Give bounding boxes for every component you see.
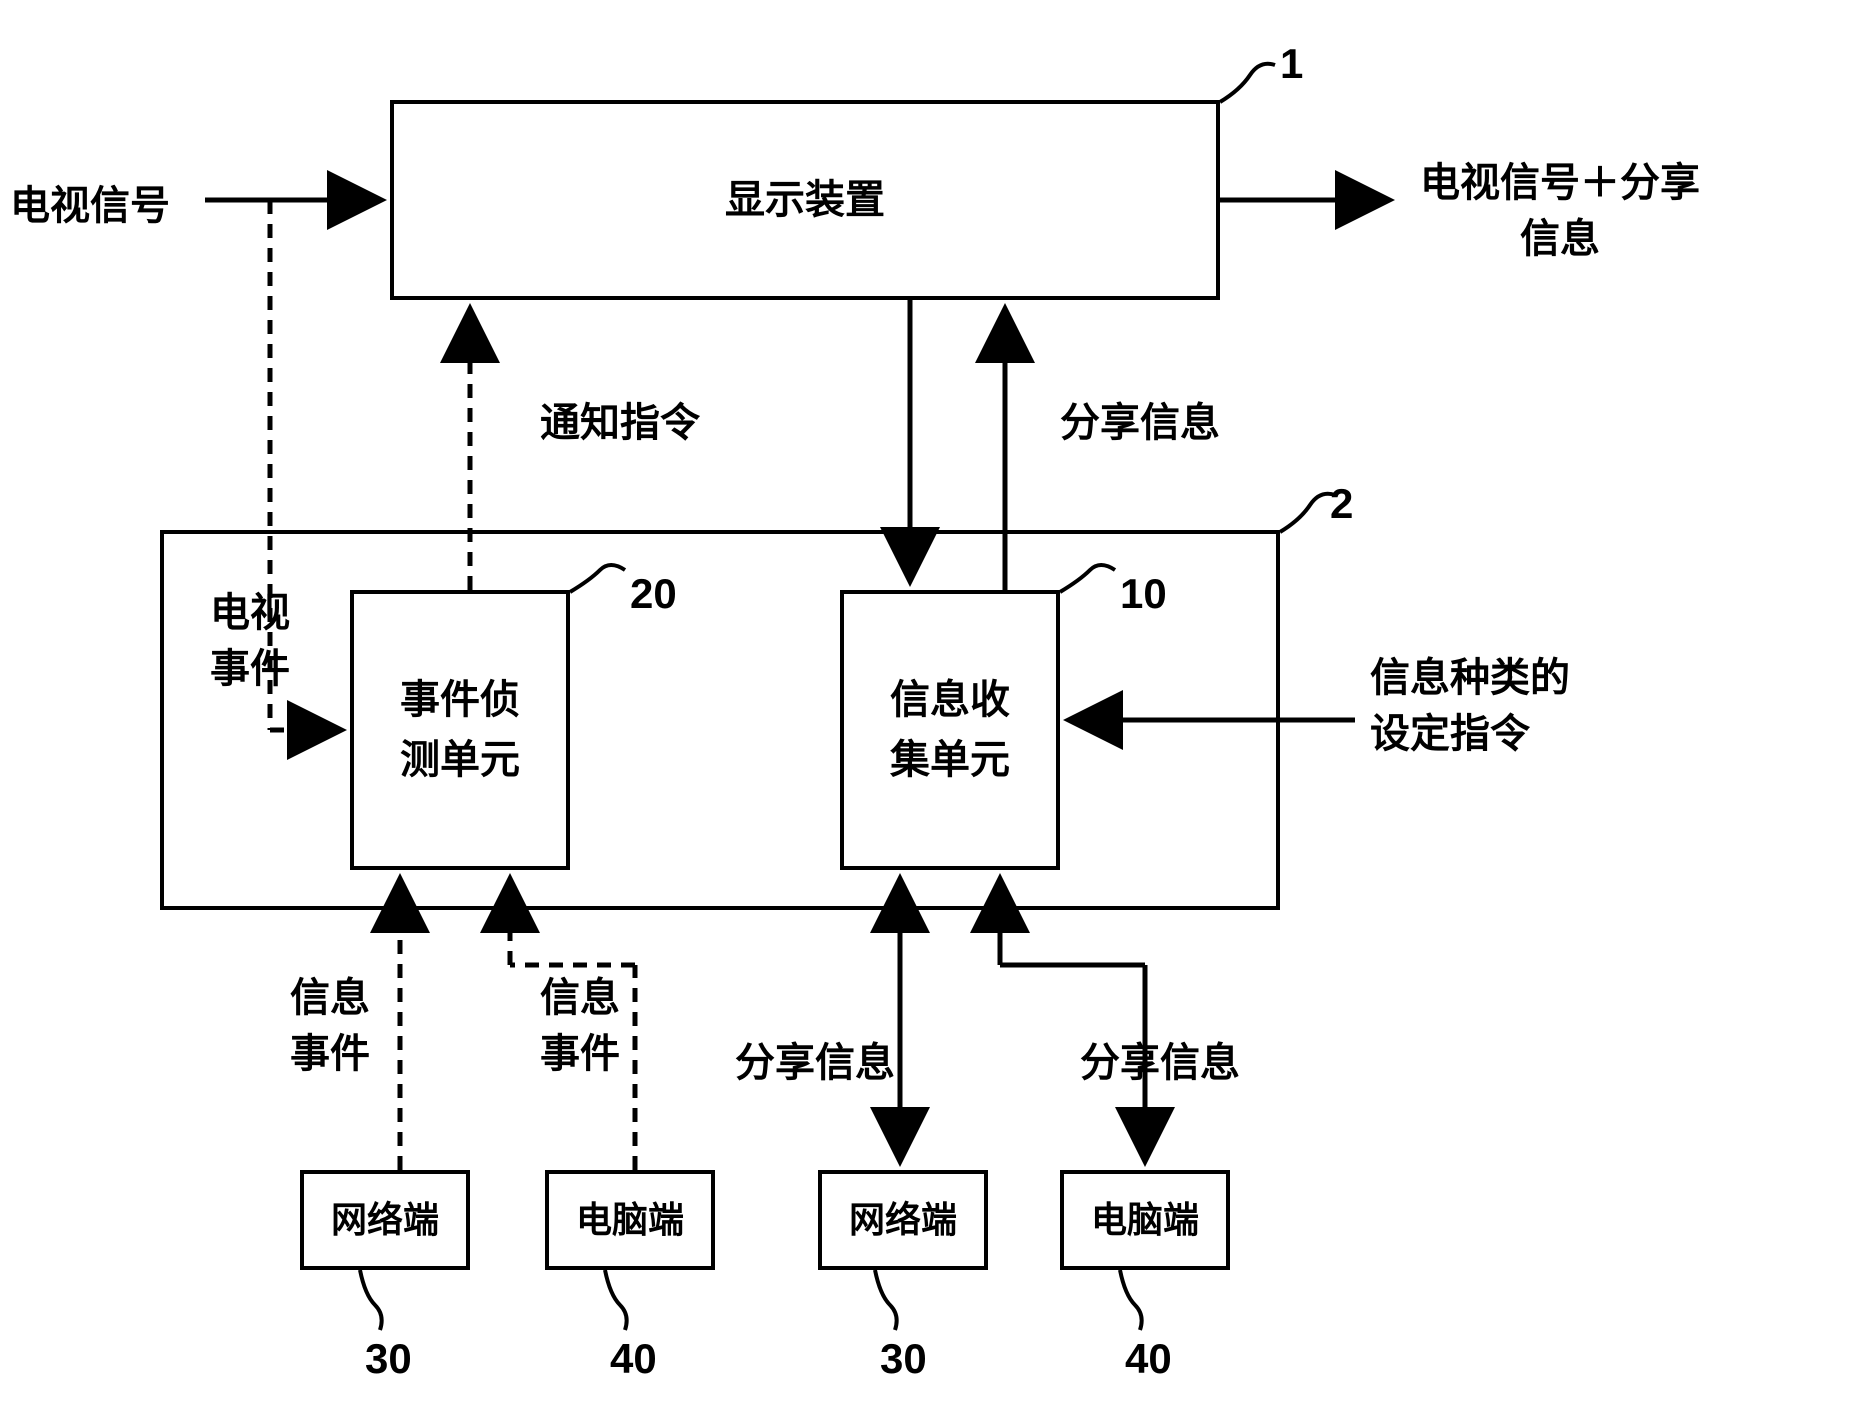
display-device-box: 显示装置 xyxy=(390,100,1220,300)
display-device-label: 显示装置 xyxy=(725,170,885,230)
info-event-2-label: 信息 事件 xyxy=(540,970,620,1082)
ref-40-left: 40 xyxy=(610,1335,657,1383)
pc-right-box: 电脑端 xyxy=(1060,1170,1230,1270)
info-type-cmd-label: 信息种类的 设定指令 xyxy=(1370,650,1570,762)
pc-left-label: 电脑端 xyxy=(576,1193,684,1247)
info-collect-box: 信息收 集单元 xyxy=(840,590,1060,870)
event-detect-box: 事件侦 测单元 xyxy=(350,590,570,870)
share-info-b1-label: 分享信息 xyxy=(735,1035,895,1091)
tv-event-label: 电视 事件 xyxy=(210,585,290,697)
share-info-b2-label: 分享信息 xyxy=(1080,1035,1240,1091)
share-info-top-label: 分享信息 xyxy=(1060,395,1220,451)
info-event-1-label: 信息 事件 xyxy=(290,970,370,1082)
ref-10: 10 xyxy=(1120,570,1167,618)
container-box xyxy=(160,530,1280,910)
ref-2: 2 xyxy=(1330,480,1353,528)
net-left-label: 网络端 xyxy=(331,1193,439,1247)
flowchart-diagram: 显示装置 事件侦 测单元 信息收 集单元 网络端 电脑端 网络端 电脑端 电视信… xyxy=(0,0,1859,1414)
tv-signal-out-label: 电视信号＋分享 信息 xyxy=(1400,155,1720,267)
net-right-label: 网络端 xyxy=(849,1193,957,1247)
pc-right-label: 电脑端 xyxy=(1091,1193,1199,1247)
event-detect-label: 事件侦 测单元 xyxy=(400,670,520,790)
ref-30-left: 30 xyxy=(365,1335,412,1383)
ref-40-right: 40 xyxy=(1125,1335,1172,1383)
notify-cmd-label: 通知指令 xyxy=(540,395,700,451)
tv-signal-in-label: 电视信号 xyxy=(10,178,170,234)
ref-20: 20 xyxy=(630,570,677,618)
ref-30-right: 30 xyxy=(880,1335,927,1383)
info-collect-label: 信息收 集单元 xyxy=(890,670,1010,790)
ref-1: 1 xyxy=(1280,40,1303,88)
net-left-box: 网络端 xyxy=(300,1170,470,1270)
pc-left-box: 电脑端 xyxy=(545,1170,715,1270)
net-right-box: 网络端 xyxy=(818,1170,988,1270)
